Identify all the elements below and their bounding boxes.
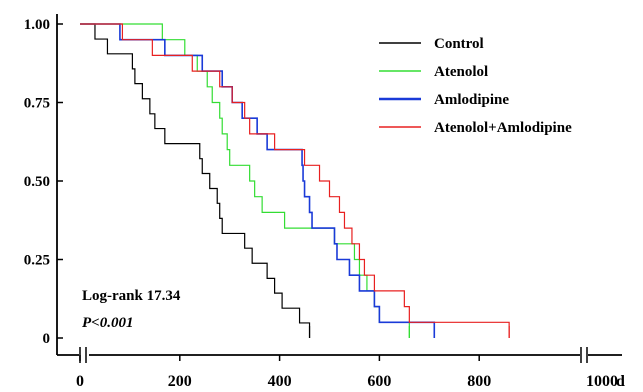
axis-break-left	[79, 347, 87, 363]
series-line-control	[80, 23, 311, 338]
x-tick-label: 1000	[586, 373, 618, 390]
x-ticks: 0 200 400 600 800 1000	[76, 355, 618, 390]
legend: Control Atenolol Amlodipine Atenolol+Amlodi…	[379, 36, 572, 136]
x-tick-label: 400	[268, 373, 292, 390]
legend-label: Amlodipine	[434, 92, 509, 108]
y-tick-label: 0.75	[24, 96, 50, 112]
axis-break-right	[580, 347, 588, 363]
x-tick-label: 800	[467, 373, 491, 390]
x-tick-label: 200	[168, 373, 192, 390]
annotation-background	[64, 268, 184, 338]
y-ticks: 0 0.25 0.50 0.75 1.00	[24, 17, 63, 347]
x-tick-label: 0	[76, 373, 84, 390]
x-unit-label: d	[616, 373, 625, 390]
series-line-atenolol-amlodipine	[80, 23, 510, 338]
y-tick-label: 0.50	[24, 174, 50, 190]
y-tick-label: 0.25	[24, 253, 50, 269]
series-lines	[80, 23, 510, 338]
logrank-annotation: Log-rank 17.34	[82, 288, 181, 304]
legend-label: Atenolol	[434, 64, 488, 80]
legend-label: Atenolol+Amlodipine	[434, 120, 572, 136]
x-tick-label: 600	[367, 373, 391, 390]
p-value-annotation: P<0.001	[82, 315, 133, 331]
y-tick-label: 0	[43, 331, 51, 347]
y-tick-label: 1.00	[24, 17, 50, 33]
annotation-box: Log-rank 17.34 P<0.001	[64, 268, 184, 338]
legend-label: Control	[434, 36, 484, 52]
